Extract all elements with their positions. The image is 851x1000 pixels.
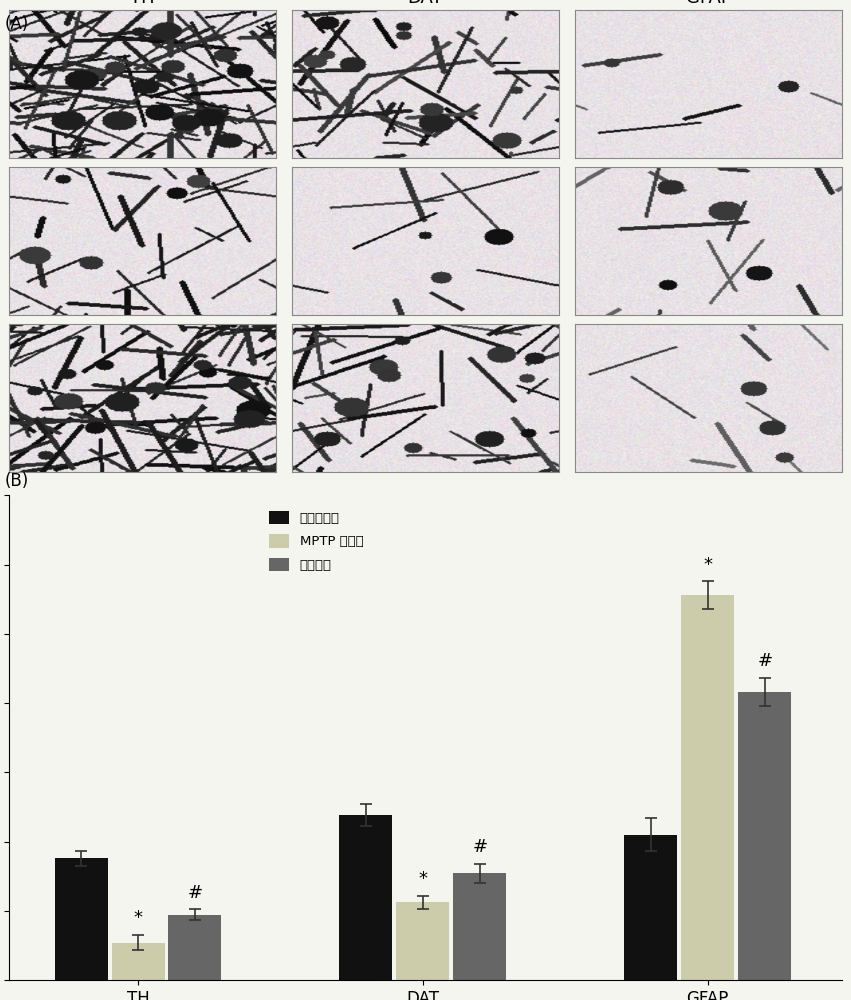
Bar: [397, 902, 449, 980]
Text: #: #: [187, 884, 203, 902]
Bar: [168, 915, 221, 980]
Bar: [111, 943, 164, 980]
Text: #: #: [757, 652, 773, 670]
Text: *: *: [419, 870, 427, 888]
Text: (B): (B): [4, 472, 28, 490]
Text: *: *: [134, 909, 142, 927]
Bar: [54, 858, 107, 980]
Title: DAT: DAT: [408, 0, 443, 7]
Text: *: *: [703, 556, 712, 574]
Title: TH: TH: [130, 0, 155, 7]
Bar: [340, 815, 392, 980]
Bar: [454, 873, 506, 980]
Bar: [682, 595, 734, 980]
Title: GFAP: GFAP: [686, 0, 732, 7]
Bar: [625, 835, 677, 980]
Text: (A): (A): [4, 15, 28, 33]
Legend: 正常对照组, MPTP 模型组, 黄芩素组: 正常对照组, MPTP 模型组, 黄芩素组: [266, 507, 368, 576]
Text: #: #: [472, 838, 488, 856]
Bar: [739, 692, 791, 980]
